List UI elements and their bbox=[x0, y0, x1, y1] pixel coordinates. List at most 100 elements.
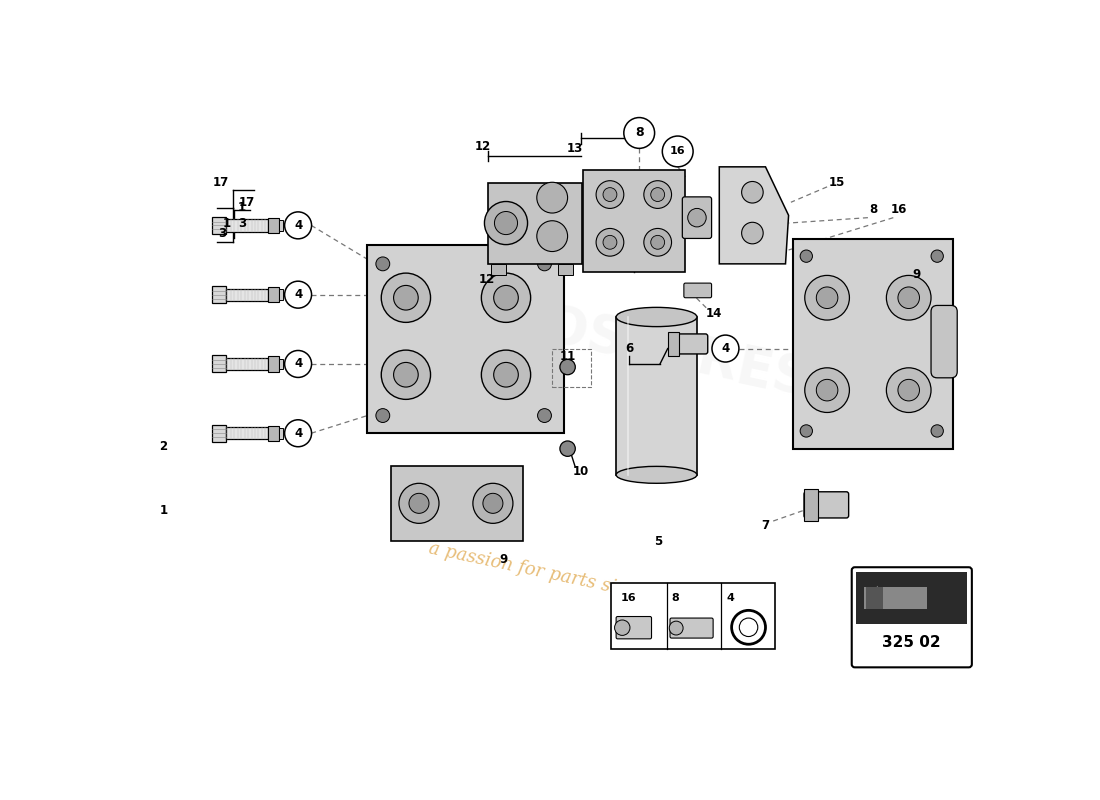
FancyBboxPatch shape bbox=[856, 572, 967, 624]
Circle shape bbox=[285, 350, 311, 378]
Text: 4: 4 bbox=[294, 219, 302, 232]
Circle shape bbox=[651, 188, 664, 202]
FancyBboxPatch shape bbox=[226, 219, 268, 231]
Circle shape bbox=[382, 350, 430, 399]
Circle shape bbox=[816, 287, 838, 309]
FancyBboxPatch shape bbox=[488, 183, 582, 264]
FancyBboxPatch shape bbox=[279, 290, 284, 300]
Circle shape bbox=[376, 409, 389, 422]
FancyBboxPatch shape bbox=[268, 426, 279, 441]
Circle shape bbox=[741, 222, 763, 244]
Circle shape bbox=[538, 409, 551, 422]
Circle shape bbox=[603, 235, 617, 250]
Circle shape bbox=[662, 136, 693, 167]
Circle shape bbox=[688, 209, 706, 227]
Circle shape bbox=[537, 221, 568, 251]
Circle shape bbox=[537, 182, 568, 213]
Text: 325 02: 325 02 bbox=[882, 635, 942, 650]
FancyBboxPatch shape bbox=[390, 466, 522, 541]
FancyBboxPatch shape bbox=[268, 218, 279, 233]
Circle shape bbox=[483, 494, 503, 514]
Circle shape bbox=[473, 483, 513, 523]
Text: 8: 8 bbox=[869, 203, 878, 217]
Circle shape bbox=[741, 182, 763, 203]
FancyBboxPatch shape bbox=[931, 306, 957, 378]
FancyBboxPatch shape bbox=[491, 264, 506, 274]
Text: 1: 1 bbox=[238, 201, 246, 214]
Circle shape bbox=[596, 181, 624, 209]
Text: 16: 16 bbox=[620, 593, 637, 602]
FancyBboxPatch shape bbox=[583, 170, 684, 271]
Text: 9: 9 bbox=[912, 268, 921, 281]
Circle shape bbox=[887, 275, 931, 320]
FancyBboxPatch shape bbox=[616, 317, 697, 475]
Text: 14: 14 bbox=[706, 306, 722, 320]
Circle shape bbox=[669, 621, 683, 635]
Circle shape bbox=[624, 118, 654, 148]
Text: a passion for parts since 1985: a passion for parts since 1985 bbox=[427, 540, 701, 614]
Circle shape bbox=[931, 250, 944, 262]
Circle shape bbox=[603, 188, 617, 202]
Circle shape bbox=[898, 379, 920, 401]
Circle shape bbox=[394, 286, 418, 310]
Circle shape bbox=[285, 212, 311, 239]
Circle shape bbox=[560, 441, 575, 456]
Text: 9: 9 bbox=[499, 553, 508, 566]
Text: EUROSPARES: EUROSPARES bbox=[420, 276, 815, 409]
Circle shape bbox=[644, 181, 671, 209]
FancyBboxPatch shape bbox=[279, 358, 284, 370]
Circle shape bbox=[800, 425, 813, 437]
Circle shape bbox=[394, 362, 418, 387]
Text: 10: 10 bbox=[573, 466, 588, 478]
Circle shape bbox=[399, 483, 439, 523]
FancyBboxPatch shape bbox=[612, 583, 774, 649]
Circle shape bbox=[644, 229, 671, 256]
Circle shape bbox=[484, 202, 528, 245]
Polygon shape bbox=[719, 167, 789, 264]
Circle shape bbox=[898, 287, 920, 309]
Text: 7: 7 bbox=[761, 519, 770, 532]
Text: 15: 15 bbox=[829, 176, 845, 189]
Text: 16: 16 bbox=[891, 203, 906, 217]
Text: 1: 1 bbox=[160, 504, 167, 517]
FancyBboxPatch shape bbox=[864, 587, 927, 609]
FancyBboxPatch shape bbox=[268, 287, 279, 302]
Circle shape bbox=[560, 359, 575, 374]
FancyBboxPatch shape bbox=[558, 264, 573, 274]
FancyBboxPatch shape bbox=[367, 245, 563, 434]
FancyBboxPatch shape bbox=[684, 283, 712, 298]
Circle shape bbox=[495, 211, 517, 234]
FancyBboxPatch shape bbox=[226, 358, 268, 370]
Text: 17: 17 bbox=[239, 196, 254, 209]
Circle shape bbox=[805, 275, 849, 320]
Text: 16: 16 bbox=[670, 146, 685, 157]
FancyBboxPatch shape bbox=[804, 492, 849, 518]
FancyBboxPatch shape bbox=[268, 356, 279, 372]
Text: 1: 1 bbox=[222, 217, 231, 230]
Circle shape bbox=[538, 257, 551, 270]
Circle shape bbox=[816, 379, 838, 401]
Text: 6: 6 bbox=[625, 342, 634, 355]
FancyBboxPatch shape bbox=[279, 428, 284, 438]
Text: 3: 3 bbox=[219, 226, 227, 239]
Text: 13: 13 bbox=[568, 142, 583, 155]
Text: 4: 4 bbox=[726, 593, 734, 602]
FancyBboxPatch shape bbox=[226, 427, 268, 439]
Circle shape bbox=[712, 335, 739, 362]
Circle shape bbox=[376, 257, 389, 270]
Text: 8: 8 bbox=[671, 593, 680, 602]
FancyBboxPatch shape bbox=[793, 239, 954, 449]
FancyBboxPatch shape bbox=[616, 617, 651, 639]
Circle shape bbox=[596, 229, 624, 256]
Text: 5: 5 bbox=[653, 534, 662, 547]
Ellipse shape bbox=[616, 466, 697, 483]
Circle shape bbox=[615, 620, 630, 635]
FancyBboxPatch shape bbox=[279, 220, 284, 230]
FancyBboxPatch shape bbox=[851, 567, 972, 667]
Circle shape bbox=[805, 368, 849, 413]
FancyBboxPatch shape bbox=[212, 217, 226, 234]
Circle shape bbox=[887, 368, 931, 413]
Ellipse shape bbox=[616, 307, 697, 326]
Text: 8: 8 bbox=[635, 126, 643, 139]
FancyBboxPatch shape bbox=[804, 489, 817, 521]
